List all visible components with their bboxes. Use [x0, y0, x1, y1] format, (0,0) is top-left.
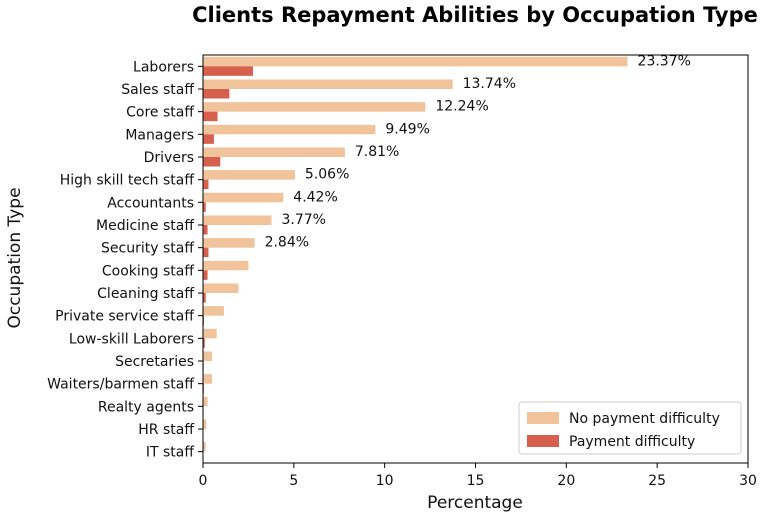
bar-payment-difficulty — [203, 338, 205, 348]
x-tick-label: 15 — [467, 473, 485, 489]
bar-payment-difficulty — [203, 225, 208, 235]
data-label: 12.24% — [435, 99, 488, 115]
x-tick-label: 5 — [289, 473, 298, 489]
bar-no-payment-difficulty — [203, 260, 249, 271]
bar-no-payment-difficulty — [203, 442, 206, 452]
x-tick-label: 0 — [199, 473, 208, 489]
data-label: 23.37% — [638, 53, 691, 69]
bar-payment-difficulty — [203, 293, 206, 303]
bar-no-payment-difficulty — [203, 170, 295, 180]
data-label: 13.74% — [463, 76, 516, 92]
bar-no-payment-difficulty — [203, 147, 345, 157]
bar-no-payment-difficulty — [203, 238, 255, 248]
y-tick-label: Core staff — [126, 105, 194, 121]
y-tick-label: Drivers — [144, 150, 194, 166]
bar-no-payment-difficulty — [203, 192, 284, 203]
bar-no-payment-difficulty — [203, 351, 213, 361]
legend-swatch — [527, 412, 559, 424]
bar-no-payment-difficulty — [203, 102, 426, 112]
bar-no-payment-difficulty — [203, 56, 628, 67]
bar-payment-difficulty — [203, 157, 221, 167]
x-tick-label: 25 — [648, 473, 666, 489]
bar-payment-difficulty — [203, 111, 218, 122]
chart-title: Clients Repayment Abilities by Occupatio… — [192, 3, 758, 27]
data-label: 9.49% — [385, 121, 429, 137]
bar-no-payment-difficulty — [203, 79, 453, 89]
y-tick-label: Realty agents — [98, 399, 194, 415]
bar-no-payment-difficulty — [203, 215, 272, 225]
y-tick-label: HR staff — [138, 422, 194, 438]
data-label: 4.42% — [293, 189, 337, 205]
bar-no-payment-difficulty — [203, 306, 224, 316]
y-tick-label: High skill tech staff — [60, 173, 195, 189]
x-tick-label: 30 — [739, 473, 757, 489]
x-tick-label: 20 — [557, 473, 575, 489]
bar-payment-difficulty — [203, 89, 230, 99]
bar-no-payment-difficulty — [203, 396, 208, 407]
legend-entry: Payment difficulty — [569, 434, 695, 450]
bar-no-payment-difficulty — [203, 283, 239, 293]
bar-payment-difficulty — [203, 270, 208, 280]
bar-payment-difficulty — [203, 247, 209, 258]
y-tick-label: Cooking staff — [102, 263, 194, 279]
y-tick-label: Accountants — [107, 195, 194, 211]
data-label: 2.84% — [265, 235, 309, 251]
y-tick-label: Sales staff — [121, 82, 194, 98]
y-tick-label: IT staff — [146, 445, 194, 461]
x-axis-label: Percentage — [427, 493, 523, 513]
plot-area: Laborers Sales staff Core staff Managers Dri… — [47, 53, 757, 489]
y-tick-label: Medicine staff — [96, 218, 194, 234]
y-tick-label: Cleaning staff — [97, 286, 194, 302]
y-tick-label: Waiters/barmen staff — [47, 377, 194, 393]
bar-no-payment-difficulty — [203, 124, 376, 135]
legend-box — [518, 401, 742, 455]
data-label: 3.77% — [281, 212, 325, 228]
y-tick-label: Security staff — [101, 241, 194, 257]
bar-no-payment-difficulty — [203, 374, 213, 384]
data-label: 5.06% — [305, 167, 349, 183]
legend: No payment difficulty Payment difficulty — [518, 401, 742, 455]
bar-payment-difficulty — [203, 179, 209, 190]
y-tick-label: Laborers — [133, 59, 194, 75]
y-tick-label: Secretaries — [115, 354, 194, 370]
y-tick-label: Managers — [125, 127, 194, 143]
legend-entry: No payment difficulty — [569, 411, 720, 427]
bar-no-payment-difficulty — [203, 419, 207, 429]
legend-swatch — [527, 435, 559, 447]
y-tick-label: Low-skill Laborers — [69, 331, 194, 347]
data-label: 7.81% — [355, 144, 399, 160]
bar-payment-difficulty — [203, 134, 214, 144]
y-axis-label: Occupation Type — [5, 187, 25, 328]
y-tick-label: Private service staff — [55, 309, 194, 325]
bar-payment-difficulty — [203, 202, 206, 212]
bar-payment-difficulty — [203, 66, 253, 76]
x-tick-label: 10 — [376, 473, 394, 489]
bar-no-payment-difficulty — [203, 328, 217, 339]
